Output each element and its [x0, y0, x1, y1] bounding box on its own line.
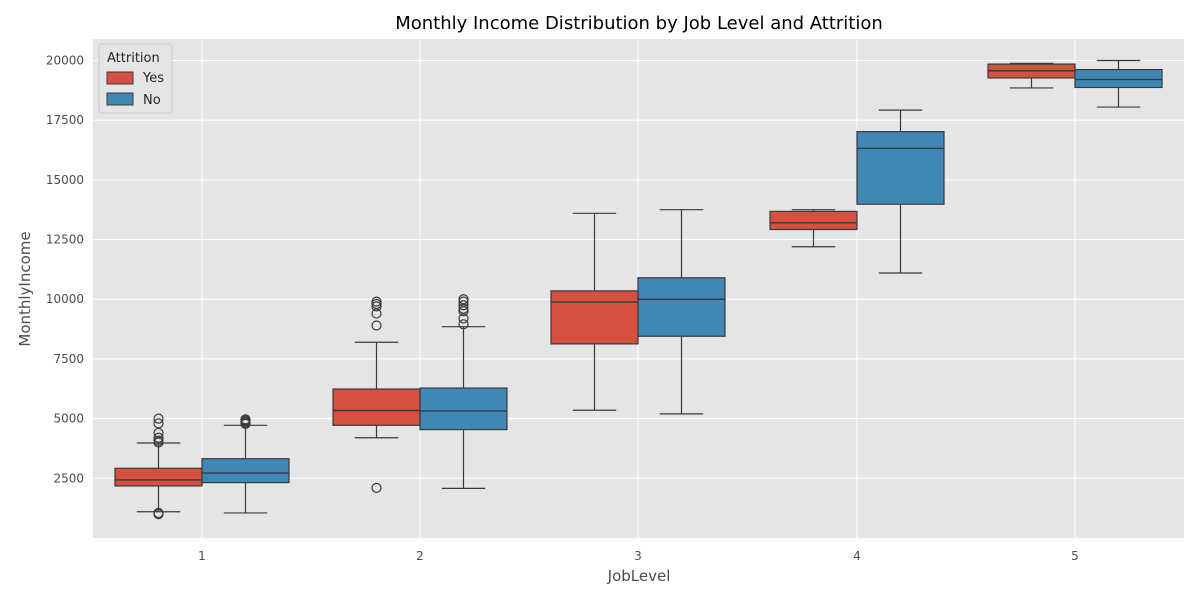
outlier-point [371, 296, 382, 307]
box-no-level-2 [419, 294, 508, 489]
y-axis-label: MonthlyIncome [16, 231, 34, 346]
outlier-point [153, 418, 164, 429]
x-tick-label: 3 [634, 549, 642, 563]
y-tick-label: 12500 [46, 233, 84, 247]
y-tick-label: 15000 [46, 173, 84, 187]
box-yes-level-2 [332, 296, 421, 493]
box-no-level-4 [856, 109, 945, 274]
outlier-point [458, 294, 469, 305]
y-tick-label: 17500 [46, 113, 84, 127]
legend: Attrition Yes No [98, 43, 173, 114]
chart-title: Monthly Income Distribution by Job Level… [395, 13, 883, 34]
legend-swatch-no [106, 92, 134, 106]
legend-swatch-yes [106, 71, 134, 85]
x-tick-label: 5 [1071, 549, 1079, 563]
y-tick-label: 2500 [53, 471, 84, 485]
outlier-point [458, 300, 469, 311]
outlier-point [371, 482, 382, 493]
x-tick-label: 1 [198, 549, 206, 563]
x-axis-ticks: 1 2 3 4 5 [198, 549, 1079, 563]
box-yes-level-1 [114, 413, 203, 520]
outlier-point [153, 432, 164, 443]
outlier-point [458, 319, 469, 330]
y-axis-ticks: 2500 5000 7500 10000 12500 15000 17500 20000 [46, 53, 84, 485]
outlier-point [153, 435, 164, 446]
outlier-point [153, 509, 164, 520]
x-axis-label: JobLevel [607, 567, 671, 585]
y-tick-label: 7500 [53, 352, 84, 366]
box-iqr [637, 277, 726, 337]
legend-label-yes: Yes [142, 71, 164, 86]
box-no-level-3 [637, 209, 726, 415]
legend-label-no: No [143, 93, 161, 108]
box-iqr [201, 458, 290, 484]
y-tick-label: 20000 [46, 53, 84, 67]
box-iqr [550, 290, 639, 345]
box-yes-level-4 [769, 209, 858, 248]
box-no-level-1 [201, 414, 290, 514]
outlier-point [153, 413, 164, 424]
outlier-point [240, 414, 251, 425]
box-yes-level-3 [550, 212, 639, 411]
box-iqr [114, 467, 203, 487]
box-iqr [332, 388, 421, 426]
x-tick-label: 4 [853, 549, 861, 563]
box-iqr [1074, 68, 1163, 89]
y-tick-label: 10000 [46, 292, 84, 306]
box-iqr [856, 131, 945, 205]
box-yes-level-5 [987, 62, 1076, 89]
x-tick-label: 2 [416, 549, 424, 563]
outlier-point [371, 320, 382, 331]
box-layer [114, 59, 1163, 520]
legend-title: Attrition [107, 51, 160, 66]
box-iqr [769, 210, 858, 231]
box-iqr [419, 387, 508, 431]
box-no-level-5 [1074, 59, 1163, 108]
y-tick-label: 5000 [53, 412, 84, 426]
